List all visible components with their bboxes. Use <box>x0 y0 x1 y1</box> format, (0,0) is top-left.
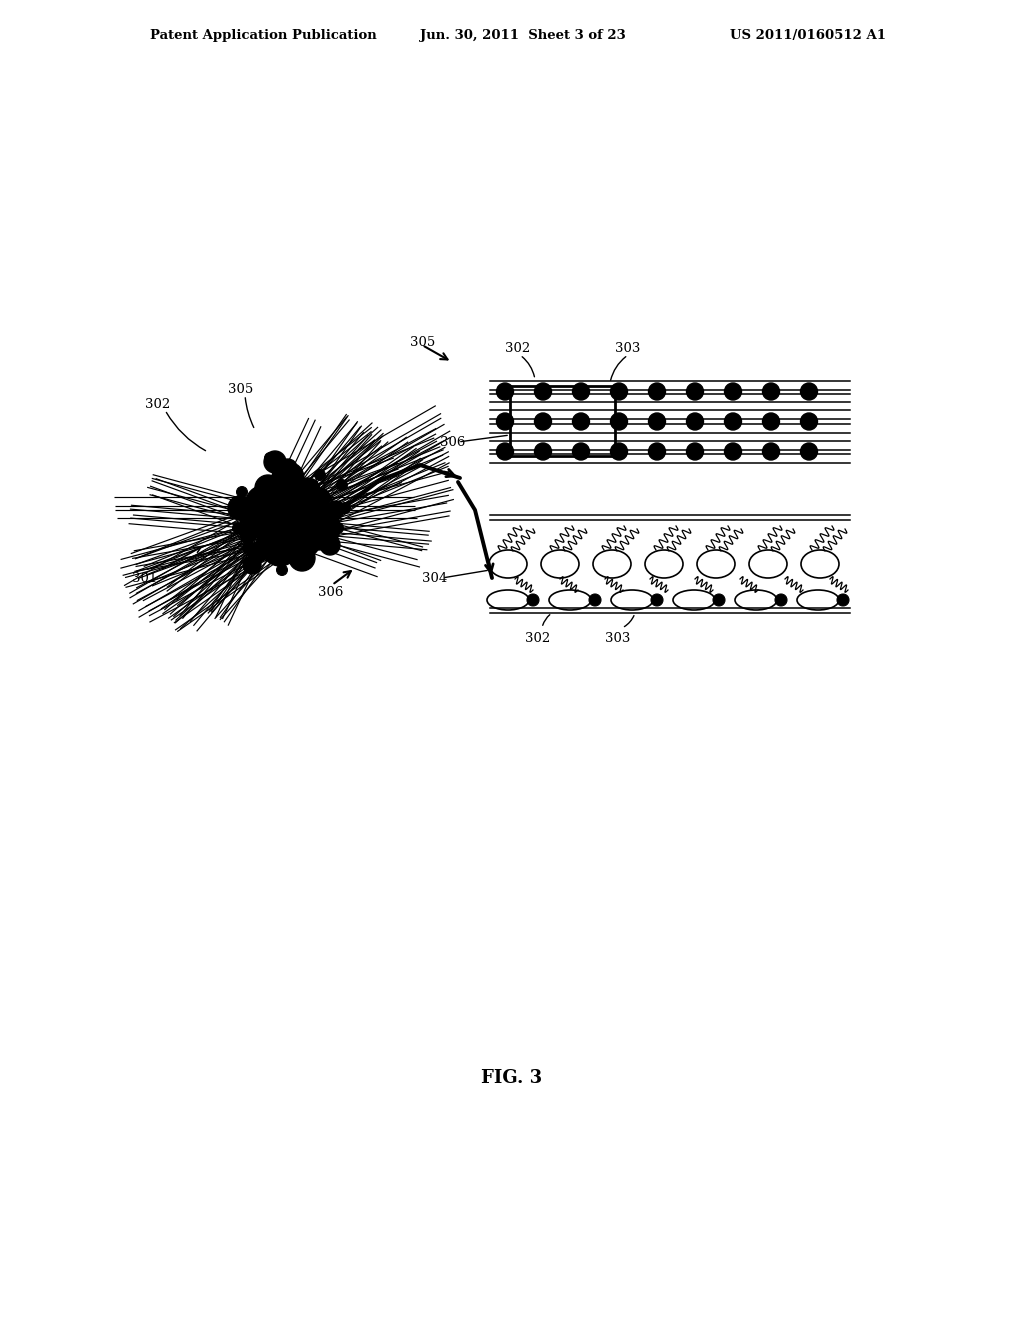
Circle shape <box>651 594 663 606</box>
Circle shape <box>763 413 779 430</box>
Circle shape <box>265 484 315 535</box>
Circle shape <box>262 531 298 566</box>
Circle shape <box>572 413 590 430</box>
Circle shape <box>276 565 288 576</box>
Circle shape <box>264 453 275 463</box>
Text: 305: 305 <box>228 384 253 396</box>
Text: 302: 302 <box>525 632 550 645</box>
Circle shape <box>302 554 313 565</box>
Circle shape <box>686 413 703 430</box>
Circle shape <box>333 523 343 533</box>
Text: Jun. 30, 2011  Sheet 3 of 23: Jun. 30, 2011 Sheet 3 of 23 <box>420 29 626 41</box>
Circle shape <box>337 479 347 491</box>
Circle shape <box>289 545 315 572</box>
Circle shape <box>317 511 339 533</box>
Circle shape <box>535 383 552 400</box>
Circle shape <box>319 535 340 554</box>
Text: 306: 306 <box>440 436 465 449</box>
Circle shape <box>572 444 590 459</box>
Text: 301: 301 <box>132 572 158 585</box>
Circle shape <box>272 462 304 494</box>
Circle shape <box>610 444 628 459</box>
Circle shape <box>310 488 330 508</box>
Circle shape <box>589 594 601 606</box>
Text: 302: 302 <box>505 342 530 355</box>
Circle shape <box>497 383 513 400</box>
Circle shape <box>801 413 817 430</box>
Circle shape <box>725 413 741 430</box>
Circle shape <box>228 496 252 520</box>
Circle shape <box>248 543 268 562</box>
Circle shape <box>290 527 319 557</box>
Circle shape <box>264 451 286 473</box>
Circle shape <box>256 516 288 548</box>
Circle shape <box>240 527 256 543</box>
Circle shape <box>648 444 666 459</box>
Circle shape <box>232 523 244 533</box>
Circle shape <box>648 383 666 400</box>
Circle shape <box>686 444 703 459</box>
Text: 306: 306 <box>318 586 343 598</box>
Text: 303: 303 <box>605 632 631 645</box>
Circle shape <box>763 383 779 400</box>
Circle shape <box>610 413 628 430</box>
Bar <box>510 385 615 455</box>
Circle shape <box>279 459 297 477</box>
Circle shape <box>281 521 309 549</box>
Circle shape <box>237 487 248 498</box>
Circle shape <box>837 594 849 606</box>
Circle shape <box>314 470 326 480</box>
Text: 305: 305 <box>410 335 435 348</box>
Circle shape <box>241 504 269 532</box>
Circle shape <box>497 444 513 459</box>
Circle shape <box>255 475 281 502</box>
Circle shape <box>243 556 261 574</box>
Text: 302: 302 <box>145 399 170 412</box>
Circle shape <box>535 413 552 430</box>
Circle shape <box>763 444 779 459</box>
Circle shape <box>801 444 817 459</box>
Text: FIG. 3: FIG. 3 <box>481 1069 543 1086</box>
Text: Patent Application Publication: Patent Application Publication <box>150 29 377 41</box>
Circle shape <box>497 413 513 430</box>
Circle shape <box>648 413 666 430</box>
Circle shape <box>713 594 725 606</box>
Circle shape <box>572 383 590 400</box>
Circle shape <box>725 444 741 459</box>
Circle shape <box>527 594 539 606</box>
Circle shape <box>610 383 628 400</box>
Circle shape <box>725 383 741 400</box>
Circle shape <box>294 502 330 539</box>
Circle shape <box>340 503 350 513</box>
Text: 303: 303 <box>615 342 640 355</box>
Circle shape <box>296 506 340 550</box>
Circle shape <box>245 484 285 525</box>
Text: US 2011/0160512 A1: US 2011/0160512 A1 <box>730 29 886 41</box>
Text: 304: 304 <box>422 572 447 585</box>
Circle shape <box>686 383 703 400</box>
Circle shape <box>801 383 817 400</box>
Circle shape <box>326 502 344 519</box>
Circle shape <box>775 594 787 606</box>
Circle shape <box>535 444 552 459</box>
Circle shape <box>296 478 319 502</box>
Circle shape <box>243 543 254 553</box>
